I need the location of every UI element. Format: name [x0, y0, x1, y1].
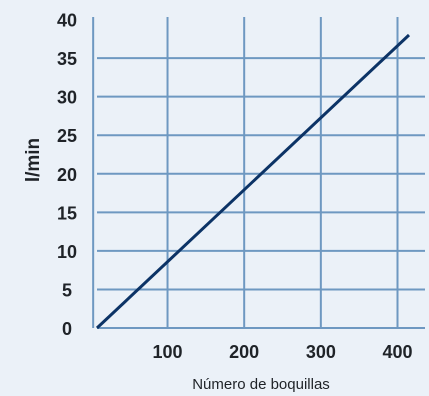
x-tick-label: 300: [306, 342, 336, 362]
grid: [92, 17, 425, 328]
y-tick-label: 40: [57, 11, 77, 31]
x-tick-label: 100: [153, 342, 183, 362]
y-tick-label: 5: [62, 280, 72, 300]
y-tick-label: 25: [57, 126, 77, 146]
y-tick-label: 15: [57, 203, 77, 223]
y-axis-label: l/min: [23, 138, 44, 182]
y-tick-labels: 0 5 10 15 20 25 30 35 40: [57, 11, 77, 339]
y-tick-label: 20: [57, 165, 77, 185]
series: [95, 33, 411, 330]
x-tick-labels: 100 200 300 400: [153, 342, 413, 362]
y-tick-label: 30: [57, 88, 77, 108]
x-axis-label: Número de boquillas: [192, 376, 330, 393]
y-tick-label: 10: [57, 242, 77, 262]
y-tick-label: 0: [62, 319, 72, 339]
series-line: [95, 33, 411, 330]
x-tick-label: 400: [382, 342, 412, 362]
y-tick-label: 35: [57, 49, 77, 69]
x-tick-label: 200: [229, 342, 259, 362]
